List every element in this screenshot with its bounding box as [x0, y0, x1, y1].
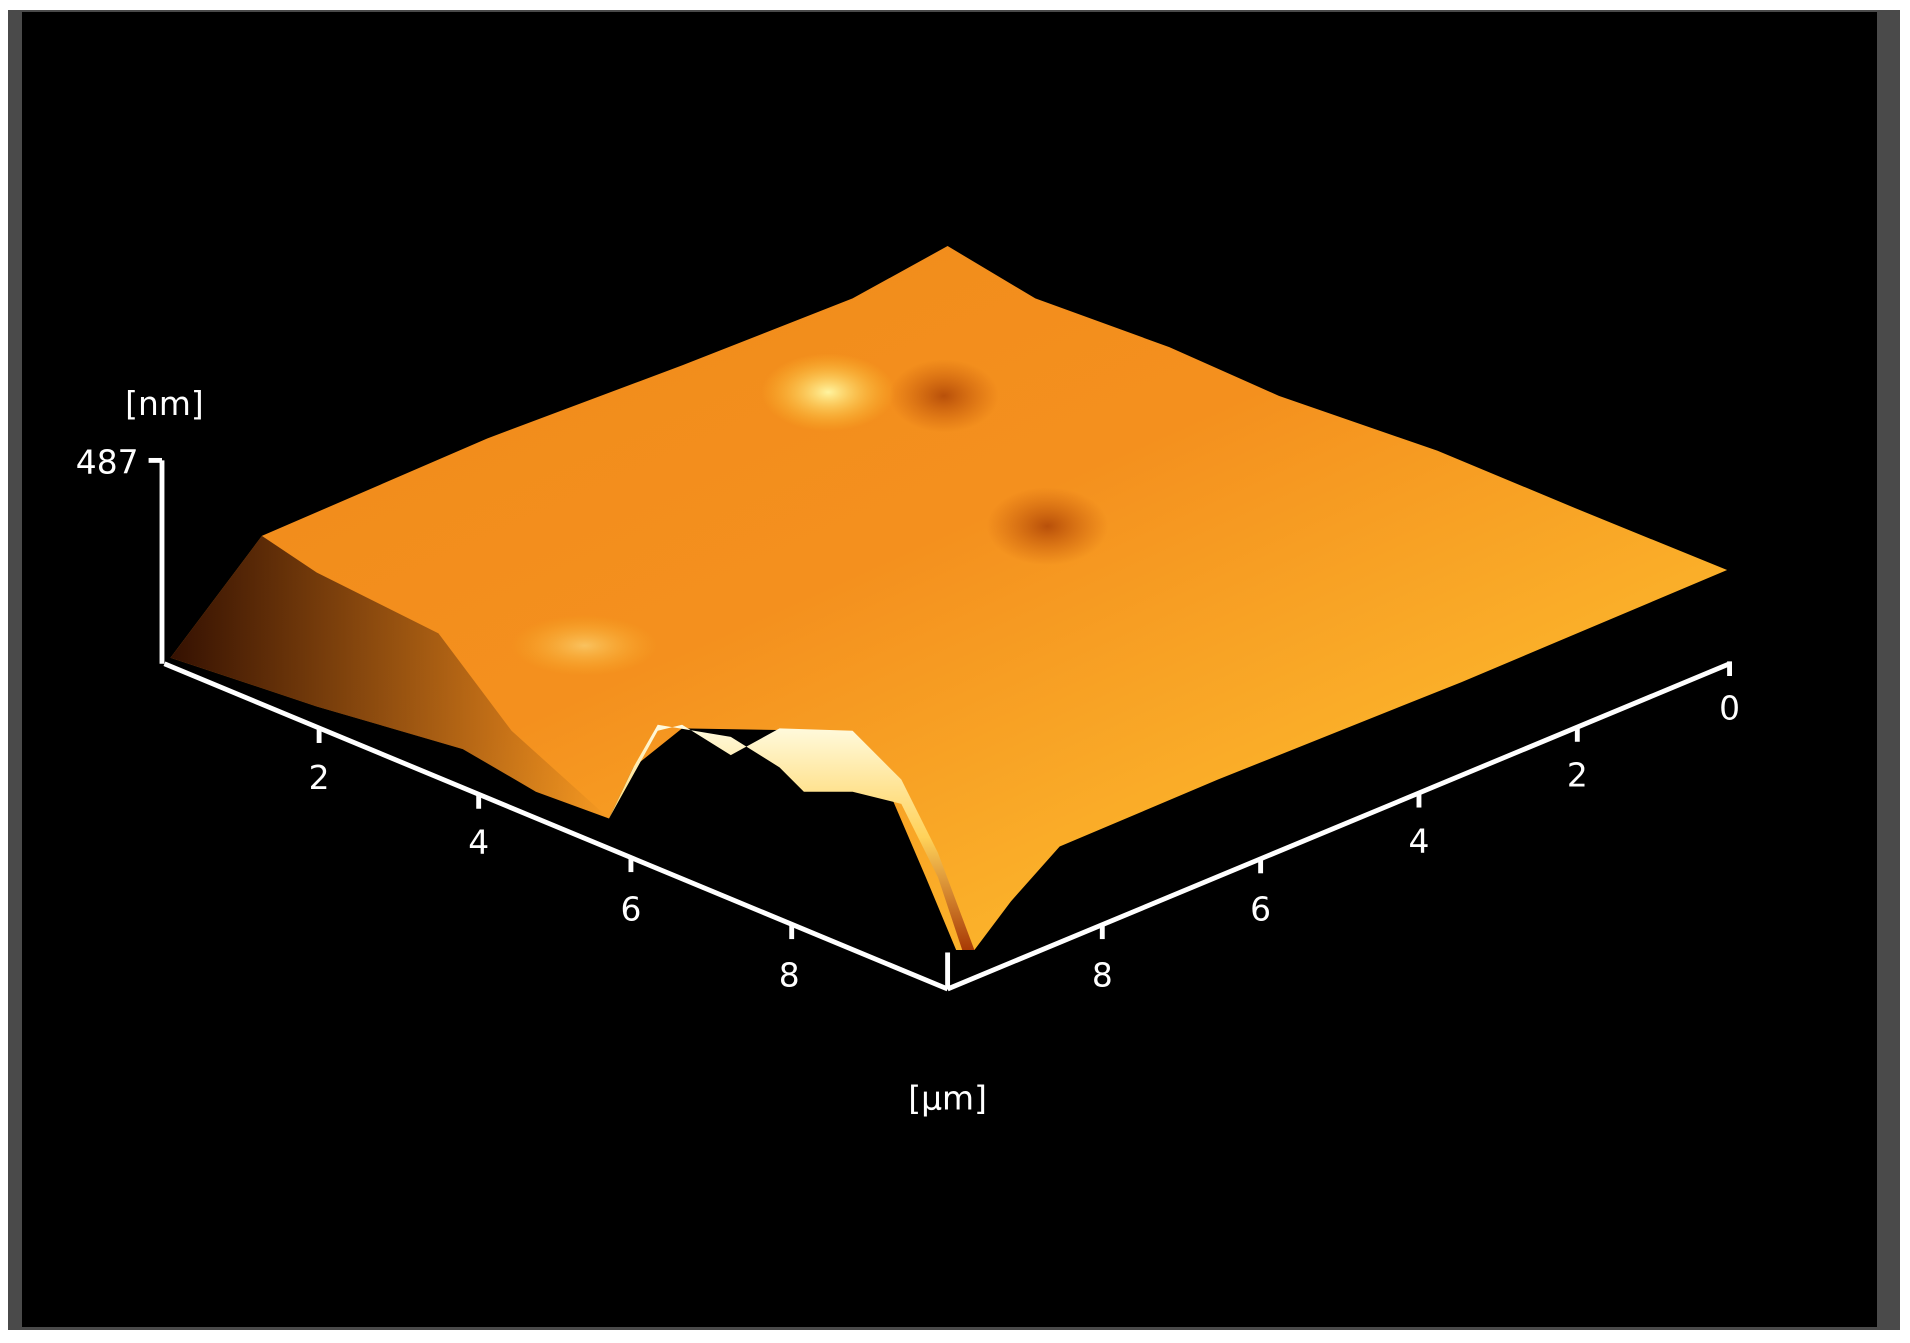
xy-unit: [µm]	[908, 1078, 987, 1117]
surface-pit	[889, 359, 999, 433]
right-tick-label: 4	[1409, 821, 1430, 860]
left-tick-label: 2	[309, 758, 330, 797]
left-tick-label: 4	[468, 823, 489, 862]
surface-lip	[609, 724, 975, 951]
right-axis	[946, 661, 1731, 992]
surface-ridge	[511, 615, 658, 676]
right-tick-label: 0	[1719, 689, 1740, 728]
scene: [nm] 487 2 4 6 8 0 2 4 6 8 [µm]	[76, 246, 1740, 1117]
right-tick-label: 2	[1567, 756, 1588, 795]
left-tick-label: 8	[779, 955, 800, 994]
z-max-label: 487	[76, 443, 139, 482]
surface-pit	[986, 487, 1109, 566]
right-tick-label: 6	[1250, 890, 1271, 929]
z-unit: [nm]	[125, 384, 204, 423]
right-tick-label: 8	[1092, 955, 1113, 994]
left-axis	[163, 661, 949, 992]
left-tick-label: 6	[620, 890, 641, 929]
surface-bump	[761, 353, 896, 432]
surface-shadow	[170, 535, 609, 819]
surface	[170, 246, 1728, 951]
